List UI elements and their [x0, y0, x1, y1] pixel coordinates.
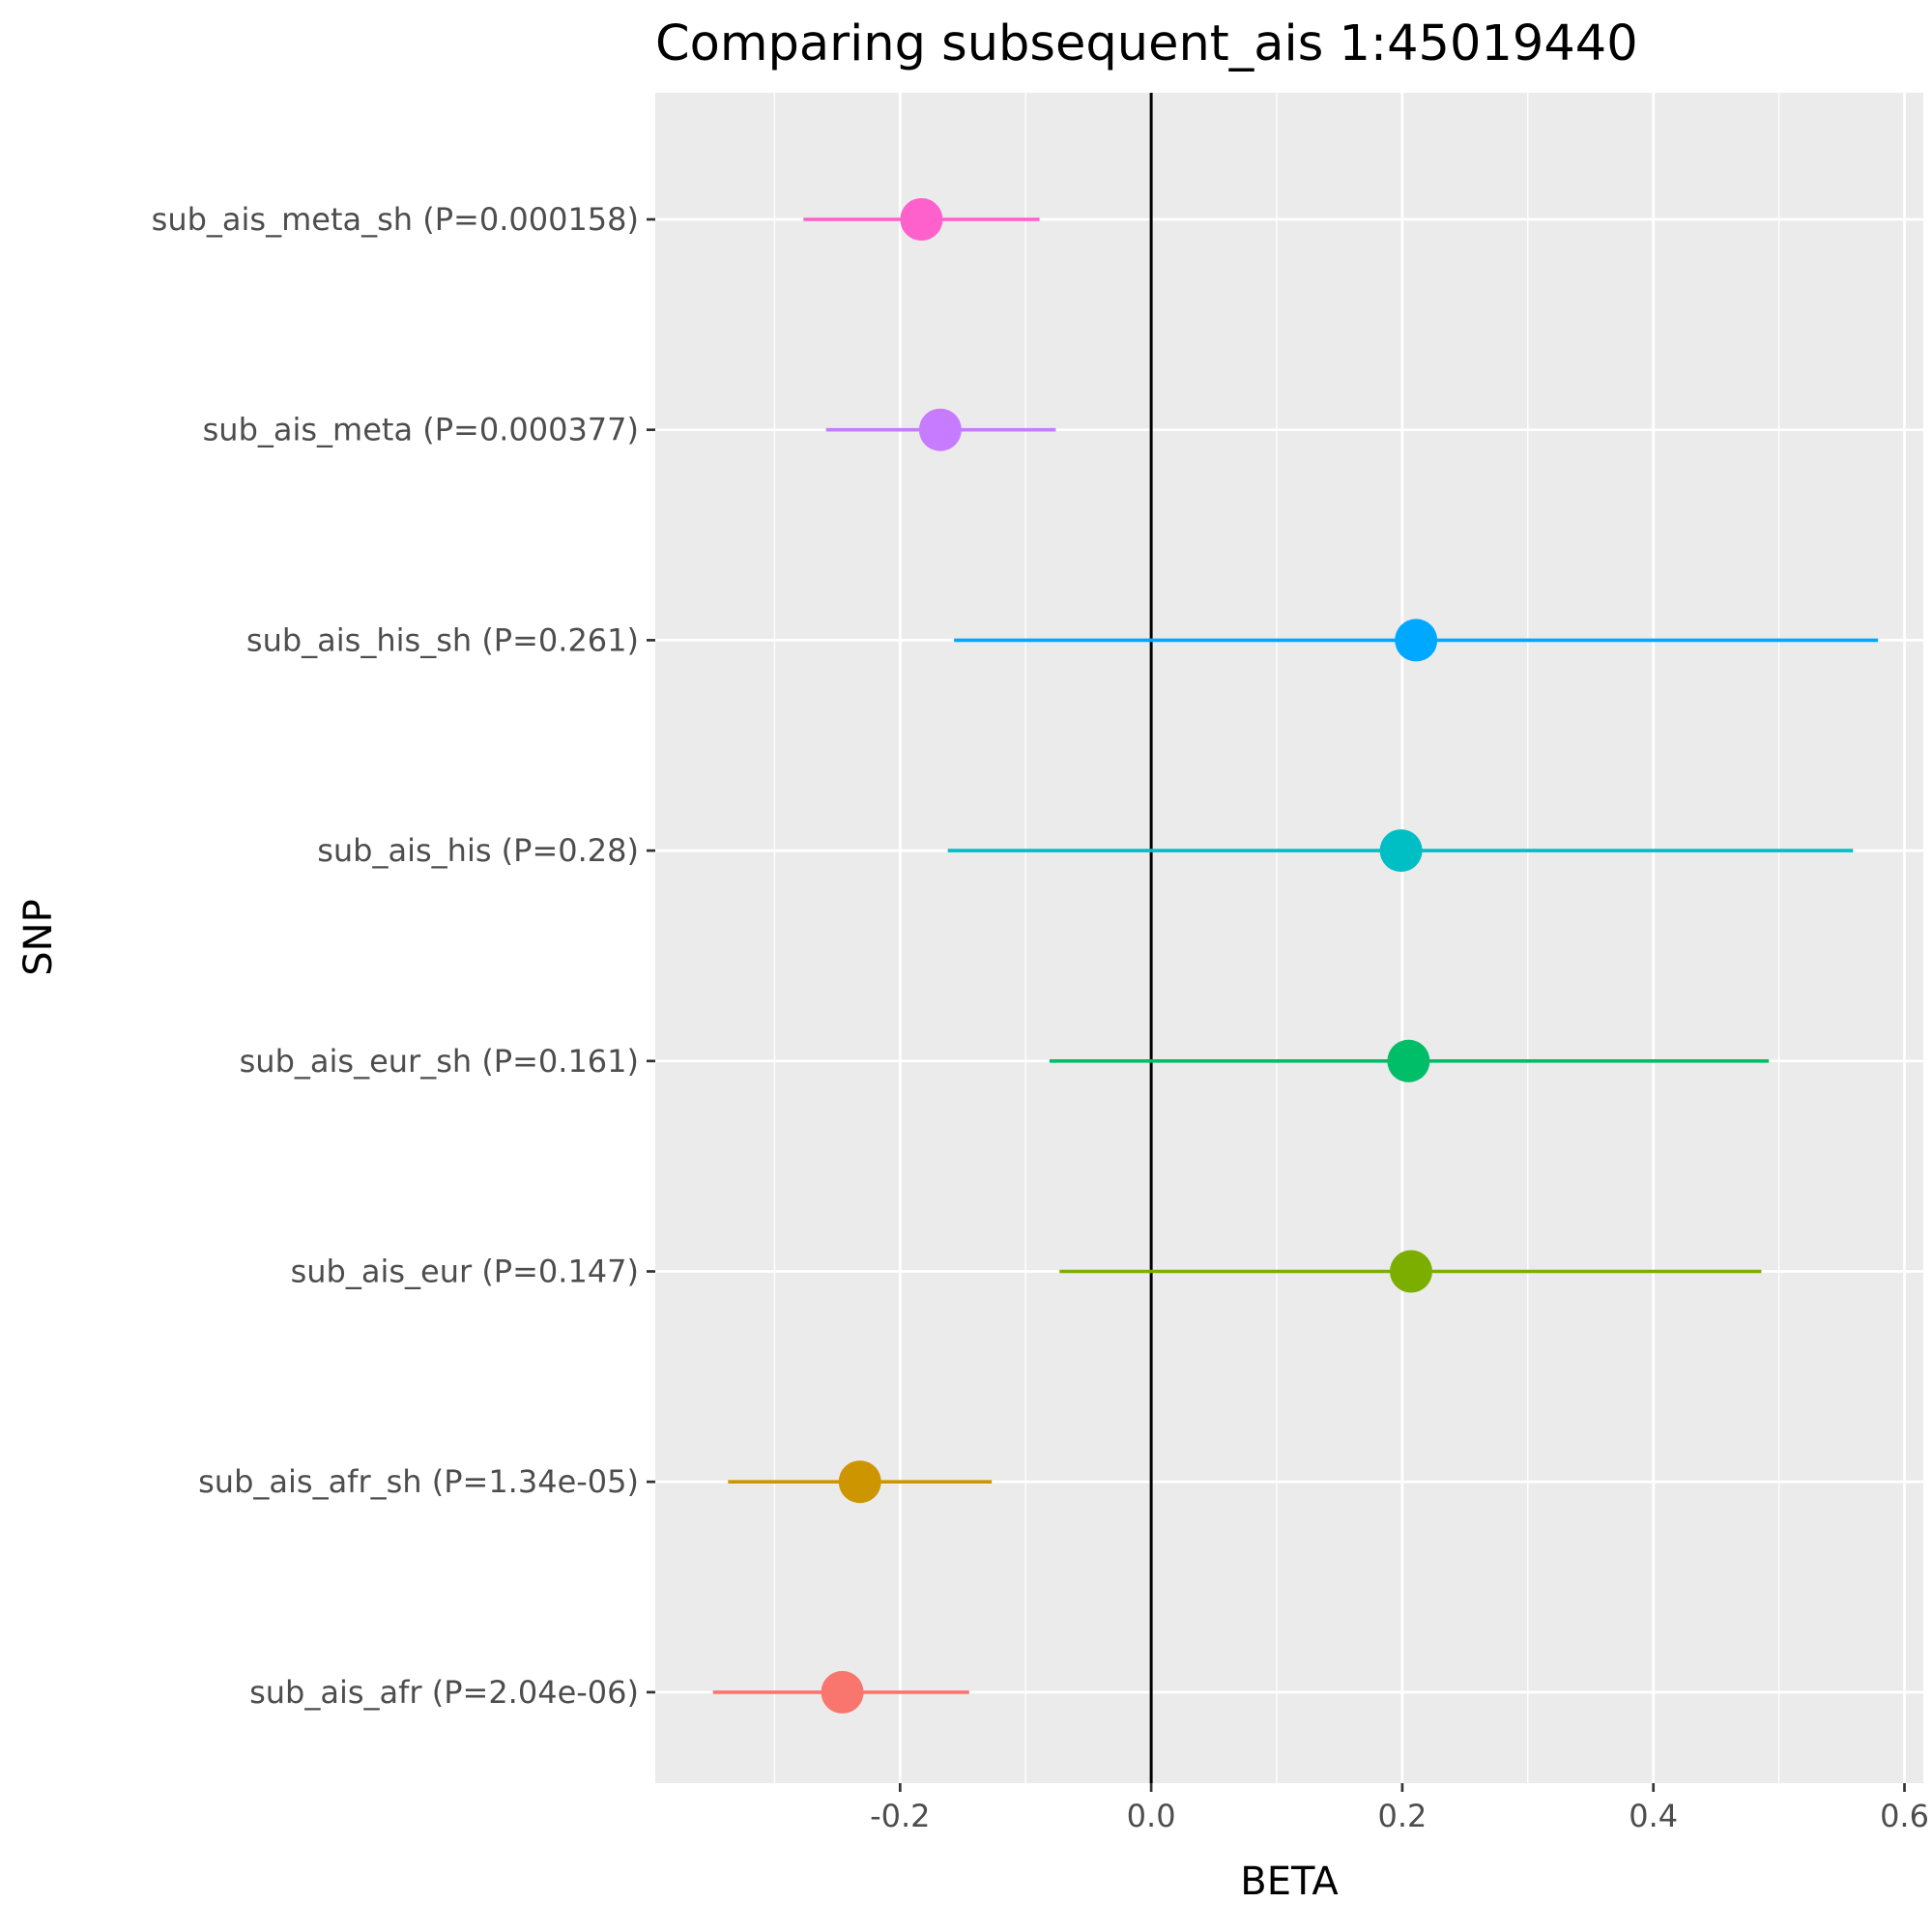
- y-tick-label: sub_ais_meta (P=0.000377): [203, 412, 639, 448]
- y-axis-title: SNP: [16, 899, 61, 975]
- minor-gridlines: [773, 93, 1780, 1783]
- x-axis: -0.2 0.0 0.2 0.4 0.6: [870, 1783, 1929, 1834]
- estimate-point: [1390, 1250, 1433, 1293]
- x-axis-title: BETA: [1240, 1860, 1339, 1904]
- x-tick-label: -0.2: [870, 1798, 930, 1834]
- y-tick-label: sub_ais_eur (P=0.147): [291, 1254, 639, 1290]
- data-marks: [712, 198, 1879, 1714]
- estimate-point: [821, 1670, 864, 1714]
- plot-panel: [655, 93, 1923, 1783]
- y-tick-label: sub_ais_meta_sh (P=0.000158): [152, 201, 639, 238]
- y-tick-label: sub_ais_afr (P=2.04e-06): [249, 1674, 639, 1711]
- y-axis: sub_ais_meta_sh (P=0.000158) sub_ais_meta…: [152, 201, 655, 1711]
- y-tick-label: sub_ais_his (P=0.28): [317, 832, 639, 869]
- estimate-point: [838, 1460, 881, 1504]
- y-tick-label: sub_ais_afr_sh (P=1.34e-05): [198, 1463, 639, 1500]
- estimate-point: [1387, 1039, 1430, 1082]
- x-tick-label: 0.4: [1629, 1798, 1678, 1834]
- x-tick-label: 0.0: [1127, 1798, 1176, 1834]
- y-tick-label: sub_ais_his_sh (P=0.261): [246, 621, 639, 658]
- estimate-point: [900, 198, 943, 241]
- estimate-point: [918, 408, 962, 451]
- estimate-point: [1379, 829, 1423, 873]
- estimate-point: [1395, 619, 1438, 662]
- chart-title: Comparing subsequent_ais 1:45019440: [655, 15, 1638, 72]
- y-tick-label: sub_ais_eur_sh (P=0.161): [240, 1043, 639, 1080]
- x-tick-label: 0.2: [1377, 1798, 1427, 1834]
- x-tick-label: 0.6: [1880, 1798, 1929, 1834]
